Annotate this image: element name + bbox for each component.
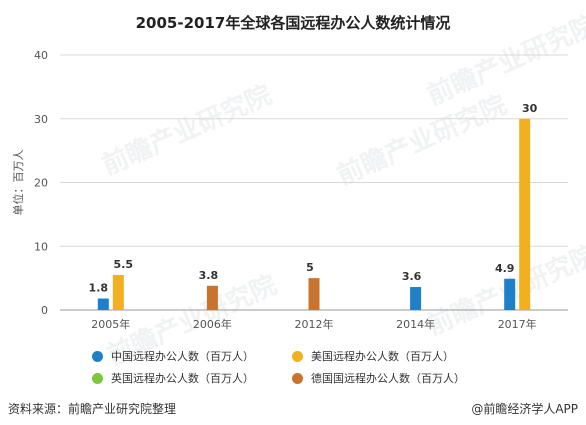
legend-label: 美国远程办公人数（百万人） [311, 350, 454, 363]
y-tick-label: 0 [41, 304, 48, 317]
x-tick-label: 2005年 [91, 317, 130, 331]
bar [410, 287, 422, 310]
source-footer: 资料来源：前瞻产业研究院整理 @前瞻经济学人APP [8, 400, 578, 417]
source-text: 资料来源：前瞻产业研究院整理 [8, 402, 177, 416]
y-tick-label: 30 [34, 113, 48, 126]
legend-marker [292, 372, 303, 384]
x-tick-label: 2006年 [193, 317, 232, 331]
chart-title: 2005-2017年全球各国远程办公人数统计情况 [135, 14, 451, 32]
app-credit: @前瞻经济学人APP [471, 402, 578, 416]
data-label: 5.5 [114, 258, 134, 271]
legend-item: 美国远程办公人数（百万人） [292, 348, 492, 364]
chart-legend: 中国远程办公人数（百万人） 美国远程办公人数（百万人） 英国远程办公人数（百万人） 德… [92, 348, 512, 386]
bar-chart: 0 10 20 30 40 单位：百万人 1.8 5.5 2005年 3.8 2006年 5 2012年… [11, 49, 568, 331]
data-label: 3.6 [402, 270, 422, 283]
x-tick-label: 2017年 [498, 317, 537, 331]
y-tick-label: 40 [34, 49, 48, 62]
bar [97, 298, 109, 310]
bar [519, 118, 531, 310]
bar [112, 274, 124, 310]
data-label: 5 [306, 261, 314, 274]
x-tick-label: 2014年 [396, 317, 435, 331]
legend-marker [92, 372, 103, 384]
data-label: 30 [522, 102, 538, 115]
legend-item: 中国远程办公人数（百万人） [92, 348, 292, 364]
y-tick-label: 10 [34, 240, 48, 253]
y-tick-label: 20 [34, 177, 48, 190]
legend-label: 英国远程办公人数（百万人） [111, 372, 254, 385]
data-label: 3.8 [199, 269, 219, 282]
y-axis-label: 单位：百万人 [11, 150, 25, 216]
legend-item: 英国远程办公人数（百万人） [92, 370, 292, 386]
x-tick-label: 2012年 [295, 317, 334, 331]
data-label: 1.8 [89, 282, 109, 295]
legend-marker [92, 350, 103, 362]
legend-label: 中国远程办公人数（百万人） [111, 350, 254, 363]
data-label: 4.9 [495, 262, 515, 275]
legend-item: 德国国远程办公人数（百万人） [292, 370, 492, 386]
bar [504, 278, 516, 310]
legend-marker [292, 350, 303, 362]
bar [206, 285, 218, 310]
bar [308, 278, 320, 310]
legend-label: 德国国远程办公人数（百万人） [311, 372, 465, 385]
